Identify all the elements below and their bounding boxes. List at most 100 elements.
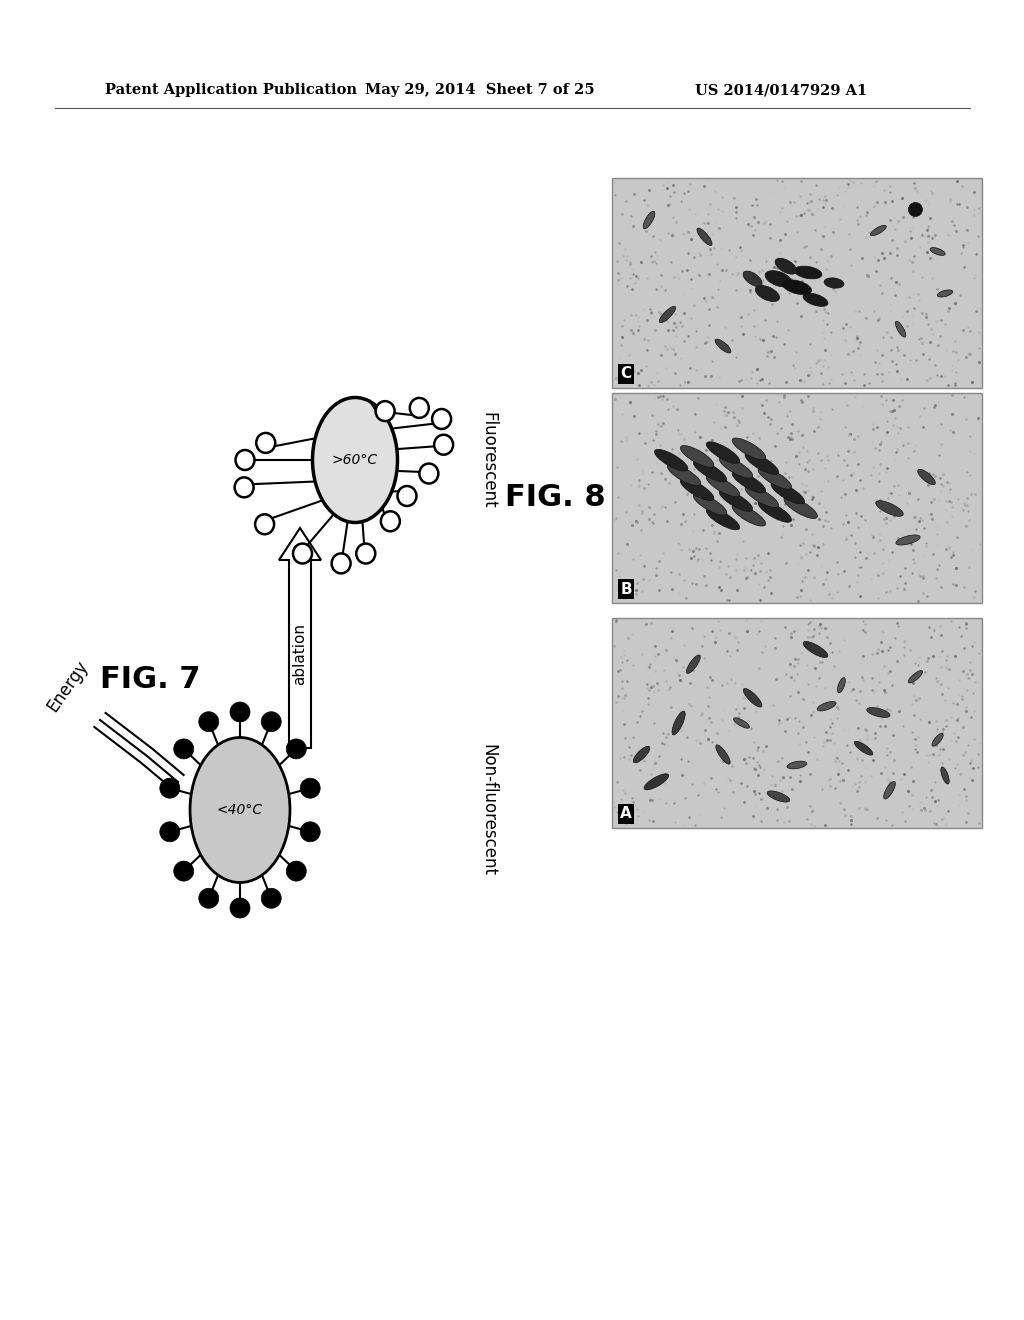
Text: Fluorescent: Fluorescent: [479, 412, 497, 508]
Ellipse shape: [707, 442, 739, 463]
Ellipse shape: [745, 453, 778, 474]
Text: Patent Application Publication: Patent Application Publication: [105, 83, 357, 96]
Ellipse shape: [743, 271, 762, 286]
Ellipse shape: [420, 463, 438, 483]
Ellipse shape: [733, 718, 750, 729]
Ellipse shape: [190, 738, 290, 883]
Text: A: A: [621, 807, 632, 821]
Ellipse shape: [332, 553, 350, 573]
Ellipse shape: [758, 467, 792, 490]
Ellipse shape: [745, 486, 778, 508]
Ellipse shape: [160, 779, 180, 799]
Ellipse shape: [716, 744, 730, 764]
Text: US 2014/0147929 A1: US 2014/0147929 A1: [695, 83, 867, 96]
Ellipse shape: [255, 515, 274, 535]
Ellipse shape: [767, 791, 790, 803]
Ellipse shape: [884, 781, 895, 799]
Ellipse shape: [697, 228, 712, 246]
Ellipse shape: [758, 500, 792, 523]
Ellipse shape: [803, 642, 827, 657]
Ellipse shape: [230, 702, 250, 722]
Ellipse shape: [732, 504, 766, 527]
Ellipse shape: [654, 449, 688, 471]
Text: C: C: [621, 367, 632, 381]
Ellipse shape: [817, 701, 836, 711]
Ellipse shape: [234, 478, 254, 498]
FancyArrow shape: [279, 528, 321, 748]
Ellipse shape: [908, 671, 923, 682]
Ellipse shape: [824, 277, 844, 288]
Ellipse shape: [918, 470, 935, 484]
Ellipse shape: [287, 739, 306, 759]
Ellipse shape: [732, 471, 766, 492]
Ellipse shape: [668, 465, 700, 486]
Ellipse shape: [160, 822, 180, 842]
Ellipse shape: [287, 861, 306, 882]
Ellipse shape: [771, 482, 805, 504]
Ellipse shape: [261, 711, 282, 731]
Ellipse shape: [199, 888, 219, 908]
Ellipse shape: [941, 767, 949, 784]
Ellipse shape: [756, 285, 779, 301]
Text: <40°C: <40°C: [217, 803, 263, 817]
Ellipse shape: [908, 202, 923, 216]
Ellipse shape: [838, 677, 846, 693]
Ellipse shape: [775, 259, 797, 275]
Text: FIG. 8: FIG. 8: [505, 483, 605, 512]
Ellipse shape: [199, 711, 219, 731]
Ellipse shape: [715, 339, 731, 352]
Ellipse shape: [633, 746, 650, 763]
Text: Non-fluorescent: Non-fluorescent: [479, 744, 497, 876]
Ellipse shape: [312, 397, 397, 523]
Text: FIG. 7: FIG. 7: [100, 665, 201, 694]
Ellipse shape: [870, 226, 887, 236]
Ellipse shape: [432, 409, 452, 429]
Ellipse shape: [854, 742, 872, 755]
Ellipse shape: [256, 433, 275, 453]
Text: B: B: [621, 582, 632, 597]
Ellipse shape: [732, 438, 766, 459]
Ellipse shape: [672, 711, 685, 735]
Bar: [612, 178, 982, 388]
Ellipse shape: [784, 496, 817, 519]
Text: Energy: Energy: [44, 657, 92, 715]
Ellipse shape: [680, 446, 714, 467]
Ellipse shape: [866, 708, 890, 718]
Ellipse shape: [795, 267, 822, 279]
Ellipse shape: [803, 293, 828, 306]
Ellipse shape: [376, 401, 394, 421]
Ellipse shape: [261, 888, 282, 908]
Ellipse shape: [680, 479, 714, 500]
Ellipse shape: [686, 655, 700, 673]
Ellipse shape: [719, 490, 753, 511]
Ellipse shape: [300, 822, 321, 842]
Ellipse shape: [693, 494, 727, 515]
Ellipse shape: [876, 500, 903, 516]
Ellipse shape: [719, 457, 753, 478]
Ellipse shape: [230, 898, 250, 917]
Text: >60°C: >60°C: [332, 453, 378, 467]
Ellipse shape: [397, 486, 417, 506]
Ellipse shape: [765, 271, 792, 286]
Ellipse shape: [381, 511, 399, 531]
Ellipse shape: [895, 321, 906, 337]
Ellipse shape: [174, 739, 194, 759]
Ellipse shape: [932, 734, 943, 746]
Ellipse shape: [643, 211, 654, 228]
Ellipse shape: [434, 434, 454, 454]
Ellipse shape: [410, 397, 429, 418]
Text: ablation: ablation: [293, 623, 307, 685]
Ellipse shape: [707, 508, 739, 529]
Ellipse shape: [707, 475, 739, 496]
Ellipse shape: [236, 450, 255, 470]
Ellipse shape: [896, 535, 921, 545]
Ellipse shape: [937, 290, 952, 297]
Ellipse shape: [930, 248, 945, 256]
Ellipse shape: [787, 762, 807, 768]
Ellipse shape: [293, 544, 312, 564]
Bar: [612, 393, 982, 603]
Ellipse shape: [644, 774, 669, 789]
Ellipse shape: [659, 306, 676, 322]
Ellipse shape: [693, 461, 727, 482]
Ellipse shape: [356, 544, 375, 564]
